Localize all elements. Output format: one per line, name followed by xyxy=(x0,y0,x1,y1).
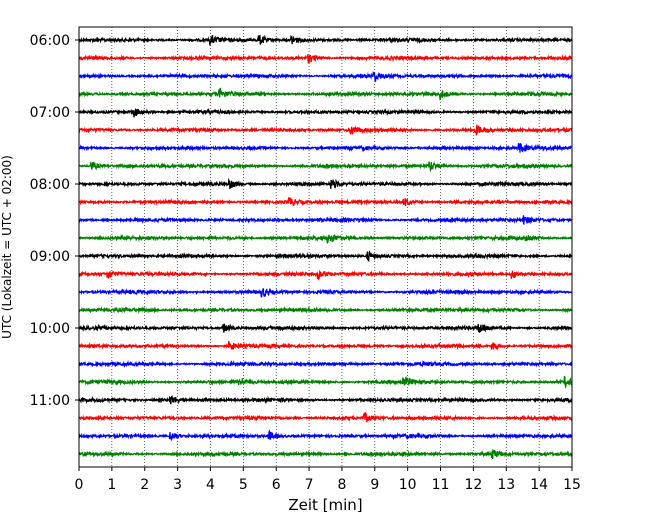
x-tick-label: 11 xyxy=(432,477,450,493)
x-tick-label: 0 xyxy=(75,477,84,493)
trace-line xyxy=(78,177,573,190)
trace-line xyxy=(78,197,573,207)
x-tick-label: 14 xyxy=(530,477,548,493)
x-tick-label: 6 xyxy=(272,477,281,493)
y-tick-label: 08:00 xyxy=(30,177,70,193)
trace-line xyxy=(78,411,573,423)
x-tick-label: 7 xyxy=(305,477,314,493)
trace-line xyxy=(78,233,573,244)
x-tick-label: 15 xyxy=(563,477,581,493)
x-tick-label: 1 xyxy=(107,477,116,493)
trace-line xyxy=(78,124,573,136)
y-axis-label: UTC (Lokalzeit = UTC + 02:00) xyxy=(0,155,14,339)
x-tick-label: 8 xyxy=(337,477,346,493)
x-axis-ticks: 0 1 2 3 4 5 6 7 8 9 10 11 12 13 14 15 xyxy=(75,467,581,493)
x-tick-label: 3 xyxy=(173,477,182,493)
trace-line xyxy=(78,323,573,333)
trace-line xyxy=(78,287,573,298)
trace-line xyxy=(78,143,573,153)
trace-line xyxy=(78,249,573,262)
x-tick-label: 13 xyxy=(497,477,515,493)
x-tick-label: 10 xyxy=(399,477,417,493)
trace-line xyxy=(78,429,573,442)
trace-line xyxy=(78,395,573,405)
trace-line xyxy=(78,375,573,389)
trace-line xyxy=(78,87,573,101)
trace-line xyxy=(78,448,573,460)
x-tick-label: 4 xyxy=(206,477,215,493)
trace-line xyxy=(78,269,573,281)
trace-line xyxy=(78,107,573,118)
x-tick-label: 2 xyxy=(140,477,149,493)
y-tick-label: 11:00 xyxy=(30,393,70,409)
trace-line xyxy=(78,161,573,173)
trace-line xyxy=(78,215,573,225)
x-tick-label: 9 xyxy=(370,477,379,493)
x-gridlines xyxy=(111,27,540,467)
seismic-traces xyxy=(78,34,573,460)
trace-line xyxy=(78,34,573,46)
plot-frame xyxy=(78,26,573,468)
trace-line xyxy=(78,305,573,314)
x-tick-label: 5 xyxy=(239,477,248,493)
y-tick-label: 09:00 xyxy=(30,249,70,265)
trace-line xyxy=(78,70,573,83)
y-tick-label: 07:00 xyxy=(30,105,70,121)
y-tick-label: 10:00 xyxy=(30,321,70,337)
y-axis-ticks: 06:00 07:00 08:00 09:00 10:00 11:00 xyxy=(30,33,79,409)
trace-line xyxy=(78,359,573,369)
y-tick-label: 06:00 xyxy=(30,33,70,49)
trace-line xyxy=(78,53,573,64)
x-axis-label: Zeit [min] xyxy=(288,496,362,514)
trace-line xyxy=(78,340,573,351)
x-tick-label: 12 xyxy=(464,477,482,493)
